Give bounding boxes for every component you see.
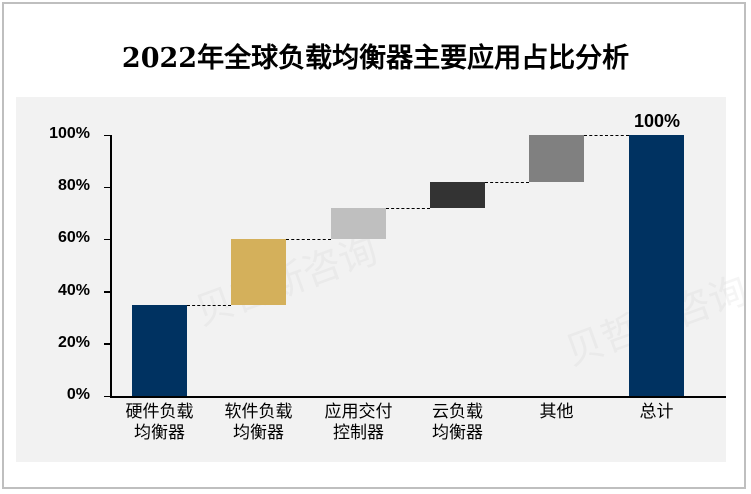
x-label-line: 均衡器 (134, 423, 185, 443)
x-label-line: 云负载 (432, 402, 483, 422)
y-tick-label: 100% (49, 125, 90, 142)
bar-5 (529, 135, 584, 182)
connector-line (187, 304, 231, 306)
y-axis-line (110, 135, 112, 397)
y-tick-label: 20% (57, 333, 90, 351)
bar-1 (132, 304, 187, 396)
x-label-line: 硬件负载 (125, 402, 194, 422)
x-label-line: 控制器 (333, 423, 384, 443)
x-label-line: 软件负载 (224, 402, 293, 422)
connector-line (386, 208, 430, 210)
connector-line (485, 181, 529, 183)
x-category-label: 应用交付 控制器 (309, 402, 409, 444)
total-data-label: 100% (633, 111, 681, 131)
x-axis-line (110, 396, 726, 398)
chart-title: 2022年全球负载均衡器主要应用占比分析 (121, 43, 630, 74)
x-label-line: 均衡器 (432, 423, 483, 443)
x-label-line: 其他 (539, 402, 574, 422)
connector-line (584, 135, 629, 136)
x-category-label: 总计 (607, 402, 707, 423)
y-tick-label: 60% (57, 229, 90, 247)
x-label-line: 应用交付 (324, 402, 393, 422)
y-tick (104, 134, 111, 136)
y-tick (104, 238, 111, 241)
connector-line (286, 239, 331, 241)
y-tick-label: 40% (57, 281, 90, 299)
x-category-label: 软件负载 均衡器 (209, 402, 309, 444)
y-tick (104, 395, 111, 397)
y-tick (104, 186, 111, 189)
plot-area (16, 97, 726, 462)
x-category-label: 云负载 均衡器 (408, 402, 508, 444)
bar-3 (331, 208, 386, 240)
y-tick-label: 80% (57, 177, 90, 195)
x-label-line: 总计 (639, 402, 674, 422)
y-tick (104, 291, 111, 293)
y-tick (104, 343, 111, 345)
x-label-line: 均衡器 (233, 423, 284, 443)
x-category-label: 其他 (507, 402, 607, 423)
x-category-label: 硬件负载 均衡器 (110, 402, 210, 444)
bar-4 (430, 181, 485, 209)
bar-2 (231, 239, 286, 305)
y-tick-label: 0% (66, 386, 90, 403)
bar-6 (629, 135, 684, 396)
